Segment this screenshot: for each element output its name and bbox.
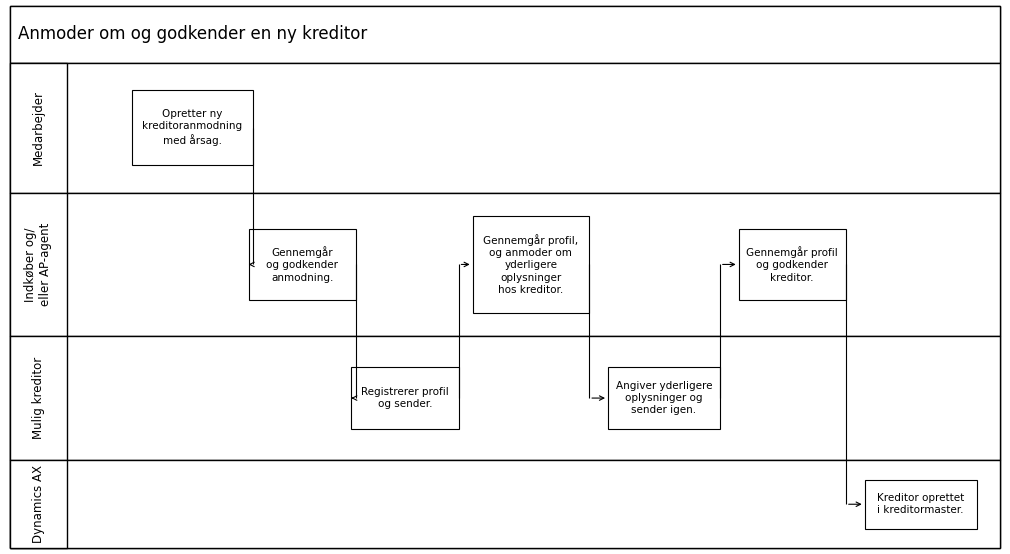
Bar	[10, 336, 1000, 460]
Text: Opretter ny
kreditoranmodning
med årsag.: Opretter ny kreditoranmodning med årsag.	[142, 109, 242, 146]
Text: Gennemgår profil,
og anmoder om
yderligere
oplysninger
hos kreditor.: Gennemgår profil, og anmoder om yderlige…	[484, 234, 579, 295]
Text: Mulig kreditor: Mulig kreditor	[31, 357, 44, 439]
Text: Dynamics AX: Dynamics AX	[31, 465, 44, 543]
Bar	[10, 460, 1000, 548]
Bar	[10, 460, 67, 548]
Text: Indkøber og/
eller AP-agent: Indkøber og/ eller AP-agent	[24, 223, 53, 306]
Bar	[738, 229, 846, 300]
Bar	[248, 229, 356, 300]
Text: Medarbejder: Medarbejder	[31, 90, 44, 165]
Bar	[10, 193, 67, 336]
Bar	[865, 480, 977, 529]
Bar	[10, 193, 1000, 336]
Text: Gennemgår profil
og godkender
kreditor.: Gennemgår profil og godkender kreditor.	[746, 246, 838, 283]
Text: Kreditor oprettet
i kreditormaster.: Kreditor oprettet i kreditormaster.	[877, 493, 965, 515]
Bar	[10, 63, 1000, 193]
Bar	[608, 367, 720, 429]
Bar	[10, 336, 67, 460]
Text: Anmoder om og godkender en ny kreditor: Anmoder om og godkender en ny kreditor	[18, 25, 368, 43]
Text: Gennemgår
og godkender
anmodning.: Gennemgår og godkender anmodning.	[267, 246, 338, 283]
Bar	[351, 367, 459, 429]
Bar	[10, 6, 1000, 63]
Bar	[132, 90, 254, 166]
Bar	[473, 216, 589, 313]
Text: Angiver yderligere
oplysninger og
sender igen.: Angiver yderligere oplysninger og sender…	[616, 381, 712, 416]
Bar	[10, 63, 67, 193]
Text: Registrerer profil
og sender.: Registrerer profil og sender.	[361, 387, 448, 409]
